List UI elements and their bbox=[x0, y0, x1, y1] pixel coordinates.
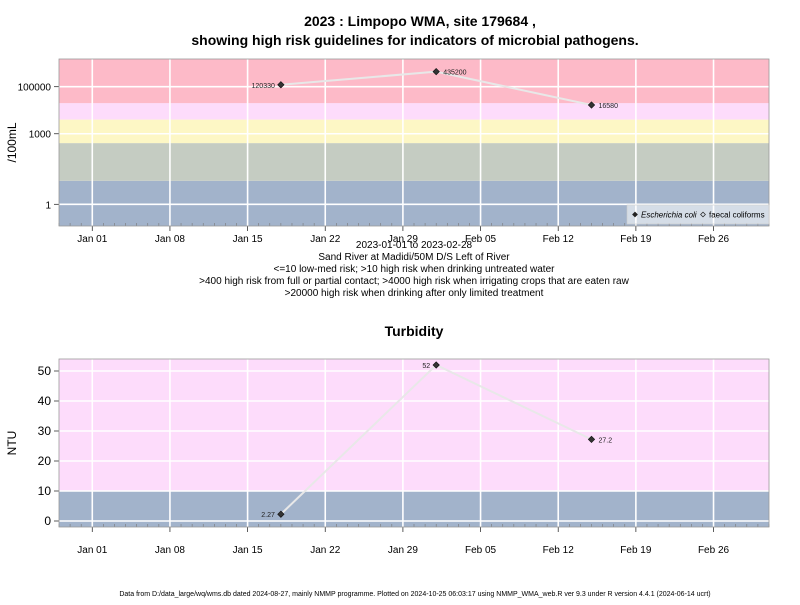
data-point bbox=[277, 81, 285, 89]
caption-line: 2023-01-01 to 2023-02-28 bbox=[356, 240, 473, 251]
x-tick-label: Feb 12 bbox=[543, 545, 575, 556]
data-label: 120330 bbox=[252, 83, 275, 90]
x-tick-label: Feb 19 bbox=[620, 545, 652, 556]
legend-label: faecal coliforms bbox=[709, 211, 765, 220]
risk-band bbox=[59, 143, 769, 181]
y-tick-label: 20 bbox=[38, 454, 52, 468]
data-point bbox=[432, 361, 440, 369]
legend-box bbox=[626, 204, 770, 225]
y-axis-label: NTU bbox=[5, 431, 19, 456]
x-tick-label: Feb 19 bbox=[620, 234, 652, 245]
ecoli-panel: Jan 01 Jan 08 Jan 15 Jan 22 Jan 29 Feb 05 Feb … bbox=[5, 58, 770, 299]
x-tick-label: Jan 01 bbox=[77, 234, 107, 245]
y-tick-label: 40 bbox=[38, 394, 52, 408]
main-title-line1: 2023 : Limpopo WMA, site 179684 , bbox=[304, 13, 536, 29]
data-label: 2.27 bbox=[261, 512, 275, 519]
data-point bbox=[277, 510, 285, 518]
legend-marker bbox=[700, 211, 706, 218]
risk-band bbox=[59, 359, 769, 491]
caption-line: Sand River at Madidi/50M D/S Left of Riv… bbox=[318, 252, 510, 263]
y-tick-label: 50 bbox=[38, 364, 52, 378]
x-tick-label: Feb 12 bbox=[543, 234, 575, 245]
y-tick-label: 10 bbox=[38, 484, 52, 498]
plot-border bbox=[58, 58, 770, 227]
x-tick-label: Jan 08 bbox=[155, 545, 185, 556]
legend-label: Escherichia coli bbox=[641, 211, 697, 220]
x-tick-label: Jan 15 bbox=[233, 545, 263, 556]
x-tick-label: Jan 29 bbox=[388, 545, 418, 556]
x-tick-label: Feb 05 bbox=[465, 234, 497, 245]
legend-marker bbox=[632, 211, 638, 218]
data-label: 16580 bbox=[599, 103, 619, 110]
data-point bbox=[587, 101, 596, 109]
x-tick-label: Jan 22 bbox=[310, 234, 340, 245]
caption-line: >20000 high risk when drinking after onl… bbox=[285, 288, 544, 299]
plot-border bbox=[58, 358, 770, 528]
turbidity-panel: Jan 01 Jan 08 Jan 15 Jan 22 Jan 29 Feb 05 Feb … bbox=[5, 323, 770, 556]
x-tick-label: Jan 01 bbox=[77, 545, 107, 556]
data-label: 435200 bbox=[443, 70, 466, 77]
main-title-line2: showing high risk guidelines for indicat… bbox=[191, 32, 638, 48]
data-label: 27.2 bbox=[599, 437, 613, 444]
x-tick-label: Feb 26 bbox=[698, 545, 730, 556]
x-tick-label: Jan 29 bbox=[388, 234, 418, 245]
data-point bbox=[432, 68, 440, 76]
footer-note: Data from D:/data_large/wq/wms.db dated … bbox=[119, 591, 710, 598]
panel-title: Turbidity bbox=[385, 323, 444, 339]
y-tick-label: 0 bbox=[44, 514, 51, 528]
y-tick-label: 100000 bbox=[18, 83, 52, 94]
x-tick-label: Jan 15 bbox=[233, 234, 263, 245]
y-axis-label: /100mL bbox=[5, 122, 19, 162]
caption-line: <=10 low-med risk; >10 high risk when dr… bbox=[274, 264, 556, 275]
y-tick-label: 1 bbox=[45, 200, 51, 211]
x-tick-label: Feb 05 bbox=[465, 545, 497, 556]
risk-band bbox=[59, 103, 769, 120]
data-point bbox=[587, 435, 596, 444]
risk-band bbox=[59, 59, 769, 104]
x-tick-label: Jan 08 bbox=[155, 234, 185, 245]
y-tick-label: 1000 bbox=[29, 130, 52, 141]
data-label: 52 bbox=[422, 363, 430, 370]
x-tick-label: Jan 22 bbox=[310, 545, 340, 556]
x-tick-label: Feb 26 bbox=[698, 234, 730, 245]
caption-line: >400 high risk from full or partial cont… bbox=[199, 276, 629, 287]
y-tick-label: 30 bbox=[38, 424, 52, 438]
risk-band bbox=[59, 119, 769, 144]
